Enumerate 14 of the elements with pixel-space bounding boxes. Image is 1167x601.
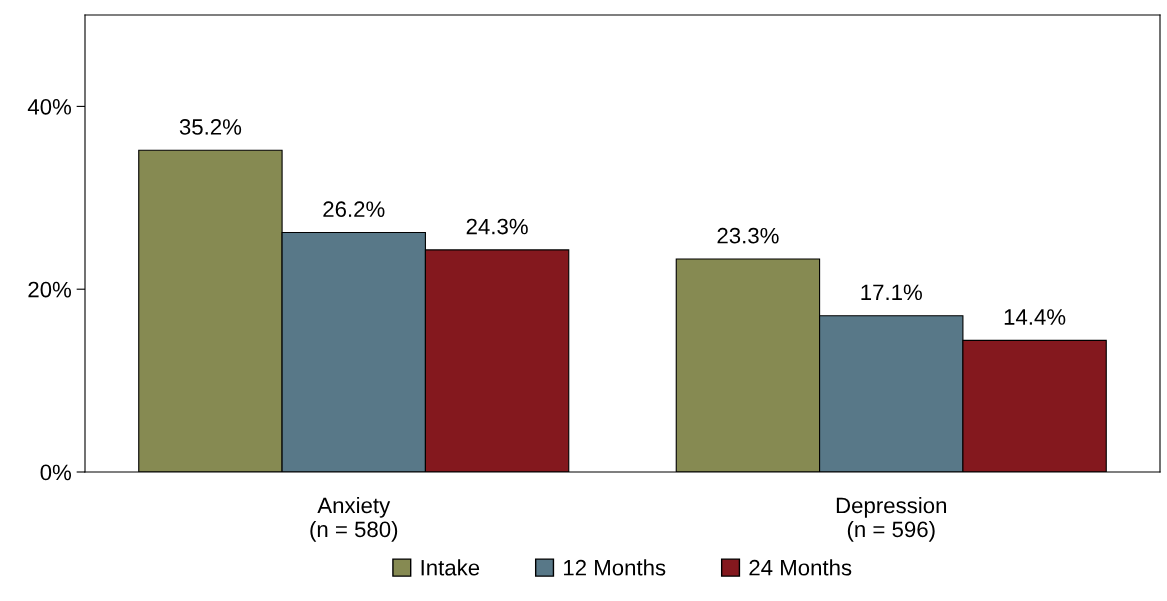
legend-label: 24 Months — [749, 559, 852, 576]
data-label: 26.2% — [323, 201, 385, 218]
x-tick-label: Depression (n = 596) — [836, 497, 947, 542]
data-label: 17.1% — [861, 284, 922, 301]
data-label: 23.3% — [717, 227, 779, 244]
y-tick-label: 40% — [27, 98, 72, 115]
legend-label: Intake — [421, 559, 480, 576]
data-label: 35.2% — [179, 119, 242, 135]
x-tick-label: Anxiety (n = 580) — [310, 497, 398, 542]
data-label: 14.4% — [1004, 309, 1066, 325]
y-tick-label: 0% — [40, 464, 72, 481]
y-tick-label: 20% — [28, 281, 72, 298]
data-label: 24.3% — [466, 218, 528, 235]
legend-label: 12 Months — [564, 559, 666, 576]
